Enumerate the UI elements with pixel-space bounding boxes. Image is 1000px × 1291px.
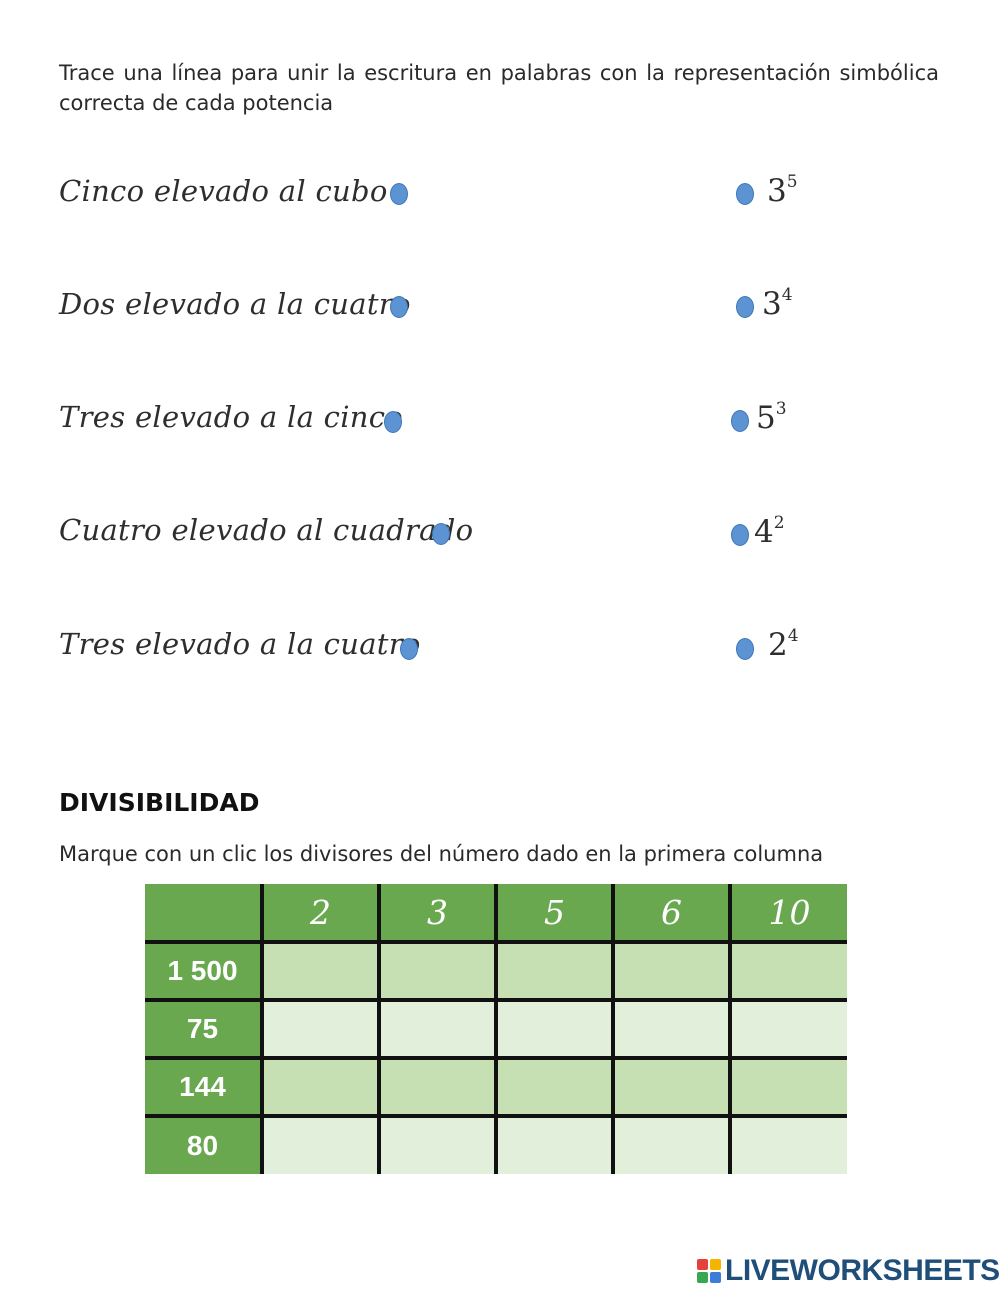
match-left-dot-2[interactable] [390,296,408,318]
header-divisor-5: 5 [494,884,613,944]
power-base: 3 [767,173,787,209]
row-number-label: 1 500 [145,942,262,1002]
row-number-label: 144 [145,1058,262,1118]
instruction-text: Trace una línea para unir la escritura e… [59,61,939,115]
match-right-power-4: 42 [754,512,785,550]
match-left-label-4: Cuatro elevado al cuadrado [59,513,474,547]
table-row: 1 500 [145,942,847,1002]
match-left-dot-5[interactable] [400,638,418,660]
answer-cell[interactable] [611,1058,730,1118]
logo-block [697,1259,708,1270]
power-base: 4 [754,514,774,550]
match-right-power-1: 35 [767,171,798,209]
answer-cell[interactable] [260,1058,379,1118]
logo-block [697,1272,708,1283]
match-left-label-2: Dos elevado a la cuatro [59,287,411,321]
answer-cell[interactable] [494,1000,613,1060]
answer-cell[interactable] [728,1058,847,1118]
match-left-label-5: Tres elevado a la cuatro [59,627,421,661]
section-subtitle: Marque con un clic los divisores del núm… [59,842,824,866]
match-right-dot-2[interactable] [736,296,754,318]
divisibility-table: 2 3 5 6 10 1 500 75 144 [145,884,847,1174]
table-row: 144 [145,1058,847,1118]
power-exponent: 4 [787,625,799,646]
answer-cell[interactable] [494,1116,613,1174]
answer-cell[interactable] [728,942,847,1002]
table-header-row: 2 3 5 6 10 [145,884,847,944]
answer-cell[interactable] [377,1116,496,1174]
answer-cell[interactable] [494,1058,613,1118]
answer-cell[interactable] [611,1000,730,1060]
power-base: 5 [756,400,776,436]
answer-cell[interactable] [377,1000,496,1060]
power-exponent: 4 [781,284,793,305]
power-base: 3 [762,286,782,322]
match-left-dot-4[interactable] [432,523,450,545]
row-number-label: 75 [145,1000,262,1060]
answer-cell[interactable] [377,1058,496,1118]
match-right-power-2: 34 [762,284,793,322]
match-left-dot-1[interactable] [390,183,408,205]
header-divisor-3: 3 [377,884,496,944]
match-right-power-5: 24 [768,625,799,663]
logo-blocks-icon [697,1259,721,1283]
match-left-label-3: Tres elevado a la cinco [59,400,404,434]
header-divisor-2: 2 [260,884,379,944]
section-title: DIVISIBILIDAD [59,788,260,817]
match-right-dot-4[interactable] [731,524,749,546]
answer-cell[interactable] [728,1116,847,1174]
logo-block [710,1259,721,1270]
table-row: 75 [145,1000,847,1060]
match-right-power-3: 53 [756,398,787,436]
power-exponent: 5 [786,171,798,192]
answer-cell[interactable] [728,1000,847,1060]
answer-cell[interactable] [260,1000,379,1060]
match-left-dot-3[interactable] [384,411,402,433]
table-corner-cell [145,884,262,944]
header-divisor-10: 10 [728,884,847,944]
power-exponent: 2 [773,512,785,533]
answer-cell[interactable] [377,942,496,1002]
match-right-dot-5[interactable] [736,638,754,660]
answer-cell[interactable] [494,942,613,1002]
match-right-dot-3[interactable] [731,410,749,432]
logo-text: LIVEWORKSHEETS [725,1254,1000,1287]
table-row: 80 [145,1116,847,1174]
power-base: 2 [768,627,788,663]
answer-cell[interactable] [611,1116,730,1174]
header-divisor-6: 6 [611,884,730,944]
match-left-label-1: Cinco elevado al cubo [59,174,388,208]
match-right-dot-1[interactable] [736,183,754,205]
answer-cell[interactable] [260,942,379,1002]
answer-cell[interactable] [611,942,730,1002]
row-number-label: 80 [145,1116,262,1174]
logo-block [710,1272,721,1283]
liveworksheets-logo: LIVEWORKSHEETS [697,1254,1000,1288]
power-exponent: 3 [775,398,787,419]
answer-cell[interactable] [260,1116,379,1174]
